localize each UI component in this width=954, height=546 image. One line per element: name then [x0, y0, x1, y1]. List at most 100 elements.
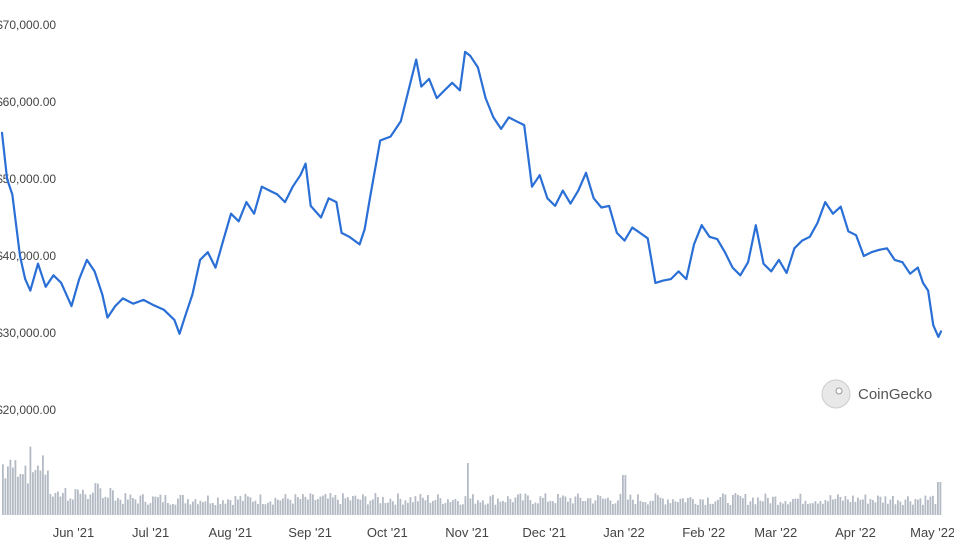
- volume-bar: [404, 500, 407, 515]
- volume-bar: [422, 497, 424, 515]
- volume-bar: [129, 494, 132, 515]
- volume-bar: [574, 496, 577, 515]
- volume-bar: [112, 490, 114, 515]
- volume-bar: [824, 500, 827, 515]
- price-point: [739, 274, 742, 277]
- volume-bar: [384, 503, 387, 515]
- volume-bar: [767, 497, 769, 515]
- price-point: [44, 285, 47, 288]
- volume-bar: [692, 499, 694, 515]
- volume-bar: [722, 493, 724, 515]
- volume-bar: [42, 455, 44, 515]
- volume-bar: [234, 495, 237, 515]
- price-point: [11, 193, 14, 196]
- volume-bar: [814, 501, 817, 515]
- volume-bar: [829, 495, 832, 515]
- volume-bar: [199, 500, 202, 515]
- volume-bar: [137, 503, 139, 515]
- volume-bar: [547, 501, 549, 515]
- price-point: [824, 201, 827, 204]
- volume-bar: [179, 495, 182, 515]
- price-point: [569, 202, 572, 205]
- price-point: [24, 278, 27, 280]
- volume-bar: [64, 488, 67, 515]
- price-point: [577, 189, 580, 192]
- volume-bar: [167, 503, 169, 515]
- volume-bar: [247, 496, 249, 515]
- volume-bar: [84, 494, 87, 515]
- volume-bar: [409, 497, 412, 515]
- volume-bar: [104, 496, 107, 515]
- y-tick-label: $60,000.00: [0, 95, 56, 109]
- volume-bar: [347, 497, 349, 515]
- price-point: [93, 270, 96, 273]
- volume-bar: [614, 503, 617, 515]
- volume-bar: [527, 495, 529, 515]
- volume-bar: [877, 495, 879, 515]
- volume-bar: [52, 496, 54, 515]
- price-point: [492, 116, 495, 119]
- volume-bar: [354, 495, 357, 515]
- price-point: [199, 259, 202, 261]
- volume-bar: [582, 501, 584, 515]
- price-point: [901, 261, 904, 264]
- volume-bar: [579, 497, 582, 515]
- price-point: [523, 124, 526, 126]
- price-point: [222, 239, 225, 242]
- volume-bar: [724, 494, 727, 515]
- price-point: [451, 81, 454, 84]
- price-point: [253, 212, 256, 215]
- volume-bar: [507, 496, 509, 515]
- price-point: [6, 178, 8, 180]
- volume-bar: [577, 493, 579, 515]
- volume-bar: [444, 503, 447, 515]
- volume-bar: [769, 503, 772, 515]
- price-points: [1, 51, 942, 338]
- price-point: [538, 174, 541, 177]
- volume-bar: [847, 499, 849, 515]
- volume-bar: [319, 496, 322, 515]
- y-tick-label: $40,000.00: [0, 249, 56, 263]
- price-point: [855, 234, 857, 237]
- price-point: [37, 262, 39, 265]
- volume-bar: [439, 498, 442, 515]
- volume-bar: [492, 494, 494, 515]
- price-point: [916, 266, 919, 269]
- price-point: [608, 205, 610, 207]
- volume-bar: [852, 495, 854, 515]
- volume-bar: [667, 499, 669, 515]
- volume-bar: [109, 487, 112, 515]
- volume-bar: [649, 500, 652, 515]
- volume-bar: [244, 493, 247, 515]
- price-point: [369, 197, 371, 200]
- volume-bar: [902, 505, 904, 515]
- volume-bar: [939, 482, 942, 515]
- volume-bar: [602, 498, 604, 515]
- price-point: [60, 282, 63, 284]
- price-point: [937, 336, 940, 338]
- volume-bar: [19, 474, 22, 515]
- price-point: [847, 230, 850, 233]
- volume-bar: [569, 498, 572, 515]
- price-point: [778, 259, 780, 261]
- volume-bar: [487, 503, 489, 515]
- volume-bar: [454, 498, 457, 515]
- price-point: [299, 174, 302, 177]
- volume-bars: [2, 446, 942, 515]
- price-point: [646, 237, 649, 240]
- price-point: [922, 282, 924, 284]
- volume-bar: [254, 500, 257, 515]
- volume-bar: [259, 494, 262, 515]
- price-point: [531, 185, 533, 188]
- volume-bar: [229, 500, 232, 515]
- volume-bar: [812, 503, 814, 515]
- volume-bar: [672, 499, 674, 515]
- volume-bar: [709, 503, 712, 515]
- volume-bar: [832, 499, 834, 515]
- price-point: [862, 255, 865, 257]
- volume-bar: [604, 498, 607, 515]
- price-point: [260, 185, 263, 188]
- volume-bar: [854, 501, 857, 515]
- y-tick-label: $50,000.00: [0, 172, 56, 186]
- volume-bar: [714, 501, 717, 515]
